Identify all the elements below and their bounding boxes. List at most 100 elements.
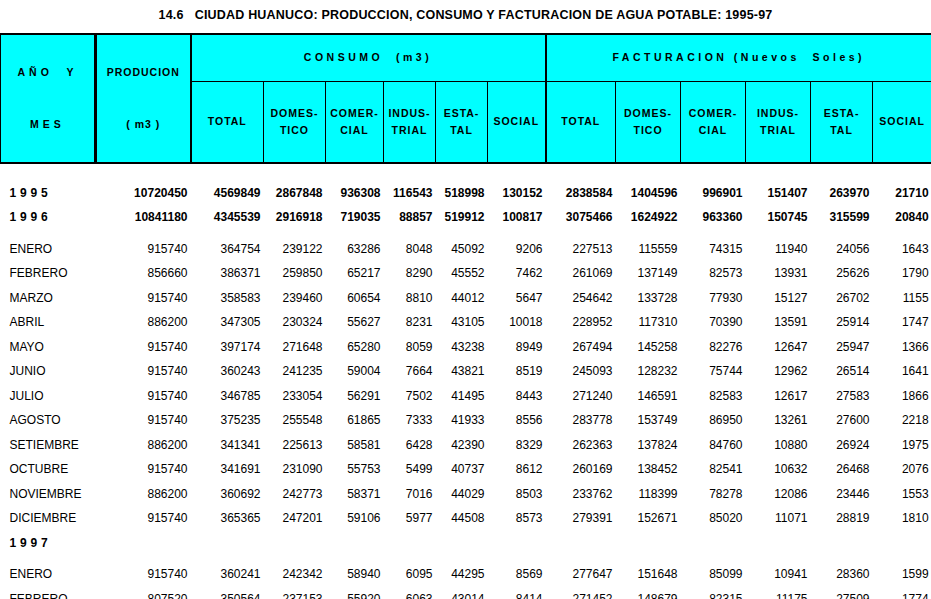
cell-consumo_comercial: 65217 xyxy=(326,258,384,283)
cell-facturacion_estatal: 25914 xyxy=(811,307,873,332)
cell-facturacion_comercial: 82276 xyxy=(681,331,746,356)
table-row-abril: ABRIL88620034730523032455627823143105100… xyxy=(1,307,931,332)
cell-consumo_comercial: 719035 xyxy=(326,202,384,227)
cell-facturacion_industrial: 13931 xyxy=(746,258,811,283)
row-label: FEBRERO xyxy=(1,583,96,599)
cell-facturacion_industrial: 10632 xyxy=(746,454,811,479)
cell-consumo_domestico: 255548 xyxy=(264,405,326,430)
cell-facturacion_comercial: 84760 xyxy=(681,429,746,454)
cell-consumo_estatal: 44295 xyxy=(436,552,488,584)
sub-col-consumo_estatal: ESTA-TAL xyxy=(436,81,488,163)
table-row-julio: JULIO91574034678523305456291750241495844… xyxy=(1,380,931,405)
cell-consumo_estatal: 43014 xyxy=(436,583,488,599)
table-row-marzo: MARZO91574035858323946060654881044012564… xyxy=(1,282,931,307)
cell-producion: 886200 xyxy=(96,478,191,503)
cell-facturacion_estatal: 26514 xyxy=(811,356,873,381)
cell-facturacion_social: 1975 xyxy=(873,429,931,454)
cell-facturacion_domestico: 128232 xyxy=(616,356,681,381)
cell-consumo_comercial: 55627 xyxy=(326,307,384,332)
cell-facturacion_domestico: 148679 xyxy=(616,583,681,599)
sub-col-facturacion_comercial: COMER-CIAL xyxy=(681,81,746,163)
cell-consumo_industrial: 6095 xyxy=(384,552,436,584)
cell-consumo_social: 5647 xyxy=(488,282,546,307)
cell-consumo_social: 8503 xyxy=(488,478,546,503)
cell-consumo_domestico: 247201 xyxy=(264,503,326,528)
cell-facturacion_total: 254642 xyxy=(546,282,616,307)
cell-facturacion_estatal: 25947 xyxy=(811,331,873,356)
cell-facturacion_social: 1553 xyxy=(873,478,931,503)
table-row-enero: ENERO91574036475423912263286804845092920… xyxy=(1,226,931,258)
cell-facturacion_industrial: 11071 xyxy=(746,503,811,528)
cell-consumo_domestico: 2916918 xyxy=(264,202,326,227)
sub-col-consumo_total: TOTAL xyxy=(191,81,264,163)
cell-consumo_domestico: 2867848 xyxy=(264,163,326,202)
cell-producion: 915740 xyxy=(96,380,191,405)
cell-consumo_estatal: 45092 xyxy=(436,226,488,258)
cell-facturacion_social: 1747 xyxy=(873,307,931,332)
cell-producion: 915740 xyxy=(96,552,191,584)
cell-producion: 915740 xyxy=(96,331,191,356)
row-label: MAYO xyxy=(1,331,96,356)
cell-consumo_domestico: 239122 xyxy=(264,226,326,258)
cell-consumo_comercial: 65280 xyxy=(326,331,384,356)
sub-col-facturacion_industrial: INDUS-TRIAL xyxy=(746,81,811,163)
cell-consumo_total: 347305 xyxy=(191,307,264,332)
ano-mes-line2: MES xyxy=(1,117,94,132)
cell-consumo_industrial: 7016 xyxy=(384,478,436,503)
col-group-facturacion: FACTURACION (Nuevos Soles) xyxy=(546,34,931,81)
cell-facturacion_total: 262363 xyxy=(546,429,616,454)
cell-facturacion_domestico: 1404596 xyxy=(616,163,681,202)
cell-consumo_comercial: 58581 xyxy=(326,429,384,454)
cell-facturacion_social: 1810 xyxy=(873,503,931,528)
cell-facturacion_domestico: 146591 xyxy=(616,380,681,405)
cell-consumo_total: 364754 xyxy=(191,226,264,258)
cell-consumo_domestico: 242773 xyxy=(264,478,326,503)
cell-consumo_estatal: 42390 xyxy=(436,429,488,454)
cell-consumo_domestico: 239460 xyxy=(264,282,326,307)
cell-facturacion_industrial: 10941 xyxy=(746,552,811,584)
cell-producion: 886200 xyxy=(96,307,191,332)
row-label: 1997 xyxy=(1,527,96,552)
cell-producion: 915740 xyxy=(96,226,191,258)
cell-consumo_estatal: 44012 xyxy=(436,282,488,307)
cell-consumo_comercial: 60654 xyxy=(326,282,384,307)
row-label: SETIEMBRE xyxy=(1,429,96,454)
cell-producion: 915740 xyxy=(96,356,191,381)
cell-facturacion_comercial: 70390 xyxy=(681,307,746,332)
cell-facturacion_domestico: 133728 xyxy=(616,282,681,307)
cell-consumo_social: 130152 xyxy=(488,163,546,202)
cell-consumo_comercial: 55920 xyxy=(326,583,384,599)
cell-facturacion_industrial: 12647 xyxy=(746,331,811,356)
col-header-ano-mes: AÑO Y MES xyxy=(1,34,96,163)
cell-consumo_comercial: 936308 xyxy=(326,163,384,202)
cell-facturacion_total: 228952 xyxy=(546,307,616,332)
cell-facturacion_total: 267494 xyxy=(546,331,616,356)
sub-col-consumo_comercial: COMER-CIAL xyxy=(326,81,384,163)
cell-facturacion_industrial: 151407 xyxy=(746,163,811,202)
cell-consumo_social: 9206 xyxy=(488,226,546,258)
sub-col-consumo_industrial: INDUS-TRIAL xyxy=(384,81,436,163)
cell-consumo_industrial: 116543 xyxy=(384,163,436,202)
cell-facturacion_industrial: 10880 xyxy=(746,429,811,454)
cell-facturacion_domestico: 137824 xyxy=(616,429,681,454)
cell-consumo_total: 4569849 xyxy=(191,163,264,202)
cell-facturacion_estatal: 28360 xyxy=(811,552,873,584)
cell-consumo_social: 8573 xyxy=(488,503,546,528)
cell-facturacion_comercial: 75744 xyxy=(681,356,746,381)
cell-producion: 856660 xyxy=(96,258,191,283)
cell-facturacion_industrial: 150745 xyxy=(746,202,811,227)
table-row-noviembre: NOVIEMBRE8862003606922427735837170164402… xyxy=(1,478,931,503)
cell-facturacion_industrial: 13261 xyxy=(746,405,811,430)
cell-consumo_social: 8414 xyxy=(488,583,546,599)
cell-consumo_social: 7462 xyxy=(488,258,546,283)
cell-facturacion_domestico: 137149 xyxy=(616,258,681,283)
cell-consumo_total: 341691 xyxy=(191,454,264,479)
cell-consumo_comercial: 56291 xyxy=(326,380,384,405)
cell-facturacion_social: 1641 xyxy=(873,356,931,381)
cell-facturacion_social: 1643 xyxy=(873,226,931,258)
cell-facturacion_estatal: 28819 xyxy=(811,503,873,528)
table-row-febrero: FEBRERO807520350564237153559206063430148… xyxy=(1,583,931,599)
cell-producion: 10720450 xyxy=(96,163,191,202)
row-label: ENERO xyxy=(1,226,96,258)
cell-facturacion_comercial: 82573 xyxy=(681,258,746,283)
